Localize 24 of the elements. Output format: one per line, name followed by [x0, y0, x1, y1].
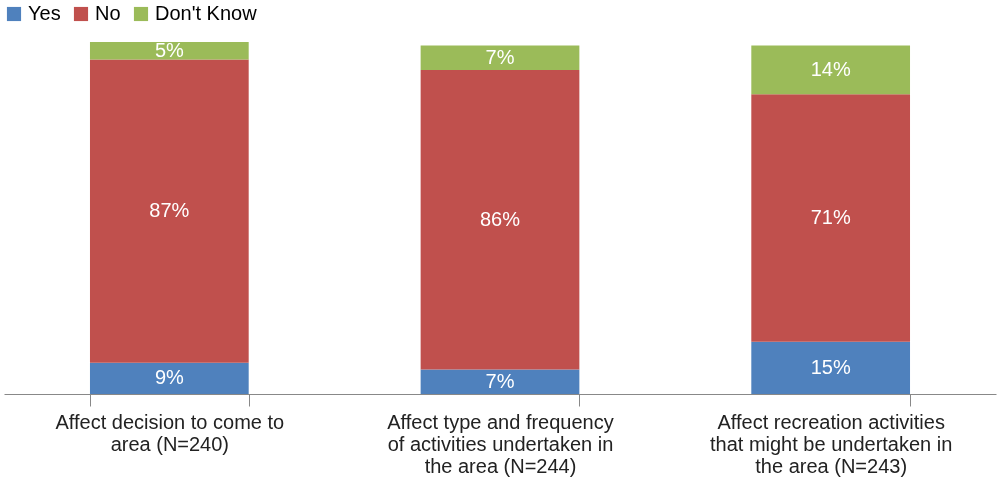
legend-label: Yes	[28, 2, 61, 24]
bar	[420, 45, 580, 70]
data-label: 7%	[485, 369, 515, 392]
bar	[420, 69, 580, 370]
bar	[751, 94, 911, 342]
x-tick-label: Affect recreation activities that might be undertaken in the area (N=243)	[709, 410, 953, 477]
data-label: 71%	[810, 206, 851, 228]
bar	[751, 45, 911, 95]
data-label: 7%	[485, 45, 515, 68]
data-label: 15%	[810, 355, 851, 378]
data-label: 86%	[479, 207, 521, 230]
bar	[89, 362, 249, 394]
bar	[89, 59, 249, 363]
legend-label: No	[95, 2, 121, 24]
x-tick-label: Affect type and frequency of activities undertaken in the area (N=244)	[387, 410, 614, 477]
x-tick-label: Affect decision to come to area (N=240)	[55, 410, 285, 455]
data-label: 9%	[154, 366, 184, 389]
data-label: 5%	[154, 38, 184, 61]
data-label: 87%	[149, 199, 190, 222]
bar	[420, 369, 580, 394]
bar	[751, 341, 911, 394]
bar	[89, 42, 249, 60]
data-label: 14%	[810, 57, 851, 80]
legend-label: Don't Know	[155, 2, 258, 24]
